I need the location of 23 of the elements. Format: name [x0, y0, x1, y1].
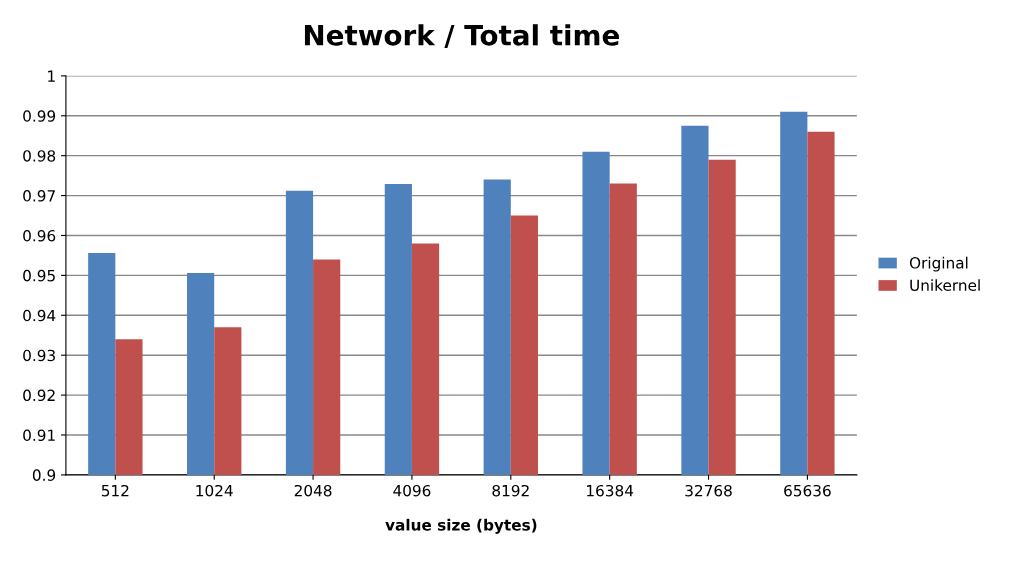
y-tick-label: 0.94 [23, 309, 56, 322]
y-tick-label: 0.96 [23, 229, 56, 242]
chart-title: Network / Total time [304, 24, 619, 48]
y-tick-label: 0.91 [23, 429, 55, 442]
x-tick-label: 16384 [587, 484, 634, 497]
x-tick-label: 65636 [784, 484, 831, 497]
x-tick-label: 1024 [196, 484, 233, 497]
y-tick-label: 0.98 [23, 150, 56, 162]
x-tick-label: 8192 [492, 484, 529, 497]
x-tick-label: 4096 [393, 484, 431, 497]
x-tick-label: 32768 [685, 484, 732, 497]
y-tick-label: 0.9 [32, 469, 56, 481]
y-tick-label: 0.95 [23, 269, 55, 282]
y-tick-label: 0.92 [23, 389, 55, 402]
y-tick-label: 0.99 [23, 110, 56, 122]
x-tick-label: 2048 [294, 484, 332, 497]
legend-label: Original [909, 256, 968, 272]
x-tick-label: 512 [101, 484, 129, 497]
y-tick-label: 0.97 [23, 190, 55, 202]
y-tick-label: 1 [48, 70, 55, 82]
legend-label: Unikernel [910, 279, 980, 292]
y-tick-label: 0.93 [23, 349, 55, 362]
x-axis-title: value size (bytes) [385, 518, 537, 534]
